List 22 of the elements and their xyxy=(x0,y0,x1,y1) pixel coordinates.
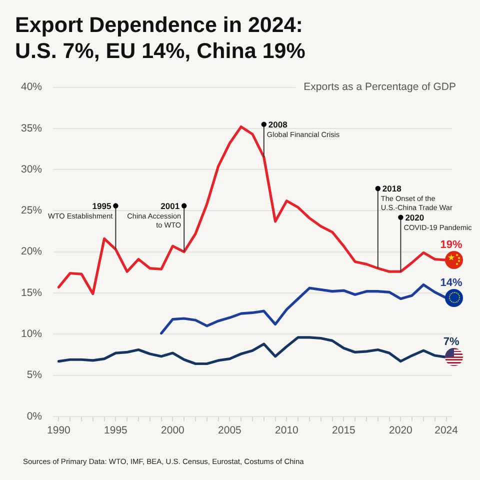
y-tick-label: 40% xyxy=(20,81,42,94)
x-tick-label: 1990 xyxy=(47,424,71,437)
data-label: 14% xyxy=(440,276,463,289)
x-tick-label: 1995 xyxy=(104,424,128,437)
y-tick-label: 5% xyxy=(26,369,42,382)
y-tick-label: 10% xyxy=(20,328,42,340)
y-axis-title: Exports as a Percentage of GDP xyxy=(304,81,456,94)
y-tick-label: 35% xyxy=(20,122,42,134)
x-tick-label: 2020 xyxy=(389,424,413,437)
chart-title: Export Dependence in 2024: U.S. 7%, EU 14%, China 19% xyxy=(15,12,306,64)
y-tick-label: 15% xyxy=(20,286,42,299)
y-tick-label: 20% xyxy=(20,246,42,258)
data-label: 19% xyxy=(440,239,463,252)
y-tick-label: 0% xyxy=(26,410,42,422)
x-tick-label: 2010 xyxy=(275,424,299,437)
y-tick-label: 30% xyxy=(20,163,42,176)
x-tick-label: 2005 xyxy=(218,424,242,437)
x-tick-label: 2024 xyxy=(434,424,458,437)
x-tick-label: 2015 xyxy=(332,424,356,437)
data-label: 7% xyxy=(443,336,460,348)
x-tick-label: 2000 xyxy=(161,424,185,437)
y-tick-label: 25% xyxy=(20,204,42,217)
